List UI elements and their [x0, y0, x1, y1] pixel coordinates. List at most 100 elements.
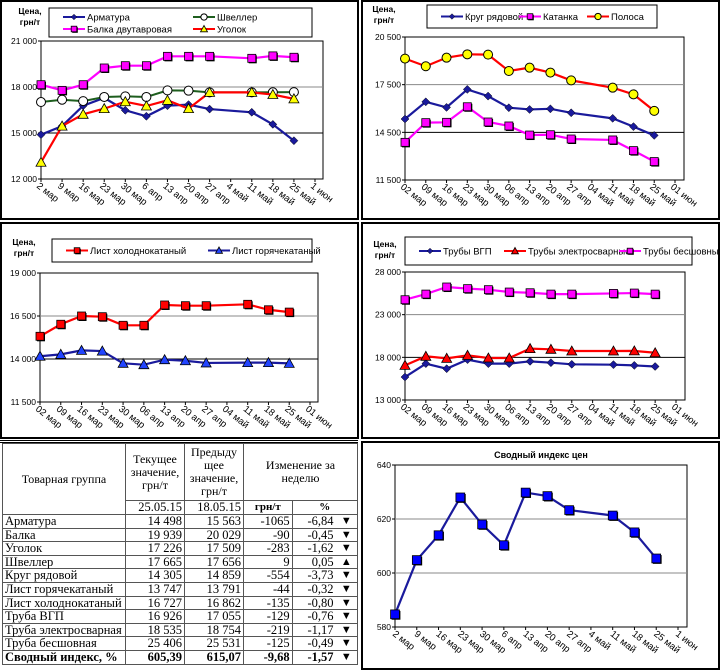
data-point	[504, 287, 514, 297]
data-point	[609, 289, 618, 298]
legend: Круг рядовой Катанка Полоса	[426, 4, 658, 29]
plot-area	[39, 272, 319, 403]
y-tick-label: 17 500	[375, 80, 401, 90]
y-tick-label: 620	[377, 514, 391, 524]
data-point	[203, 86, 216, 97]
legend-box	[404, 236, 693, 266]
panel-round-wire-strip	[361, 0, 720, 220]
data-point	[567, 289, 577, 299]
y-tick-label: 11 500	[376, 175, 402, 185]
data-point	[289, 136, 299, 146]
data-point	[442, 282, 452, 292]
data-point	[268, 51, 278, 61]
data-point	[77, 311, 86, 321]
data-point	[441, 52, 452, 63]
data-point	[626, 247, 634, 255]
data-point	[462, 49, 473, 60]
cell-change-pct: 0,05	[291, 554, 336, 570]
cell-previous: 20 029	[184, 527, 244, 543]
cell-change-pct: -1,17	[291, 622, 336, 638]
cell-group: Уголок	[2, 541, 126, 556]
data-point	[36, 97, 46, 108]
data-point	[163, 51, 172, 61]
data-point	[525, 130, 535, 140]
plot-area	[40, 40, 324, 180]
x-tick-label: 2 мар	[34, 181, 60, 205]
cell-group: Балка	[2, 527, 126, 543]
y-tick-label: 600	[377, 568, 391, 578]
legend-label: Уголок	[217, 25, 247, 36]
data-point	[421, 97, 431, 107]
y-tick-label: 580	[377, 622, 391, 632]
y-tick-label: 14 000	[10, 354, 36, 364]
cell-current: 17 665	[125, 554, 185, 570]
data-point	[57, 94, 68, 105]
legend-label: Катанка	[543, 12, 579, 23]
data-point	[289, 52, 299, 62]
trend-arrow-icon: ▲	[335, 554, 358, 570]
y-tick-label: 15 000	[11, 128, 37, 138]
trend-arrow-icon: ▼	[335, 581, 358, 597]
header-previous: Предыду щее значение, грн/т	[184, 443, 244, 501]
cell-change-abs: -219	[243, 622, 293, 638]
legend-label: Балка двутавровая	[87, 25, 172, 36]
cell-change-abs: -135	[243, 595, 293, 611]
data-point	[140, 100, 153, 111]
cell-change-pct: -0,45	[291, 527, 336, 543]
data-point	[441, 352, 453, 363]
data-point	[98, 102, 110, 114]
data-point	[524, 62, 535, 73]
trend-arrow-icon: ▼	[335, 541, 358, 556]
data-point	[78, 80, 88, 90]
header-group: Товарная группа	[2, 443, 126, 515]
data-point	[649, 105, 660, 116]
data-point	[566, 108, 576, 118]
data-point	[34, 350, 46, 361]
data-point	[461, 349, 474, 360]
cell-change-pct: -0,76	[291, 609, 336, 624]
data-point	[564, 505, 574, 515]
y-axis-label: Цена,	[12, 237, 35, 247]
data-point	[524, 342, 536, 354]
cell-previous: 16 862	[184, 595, 244, 611]
header-current-date: 25.05.15	[125, 500, 185, 515]
cell-group: Лист холоднокатаный	[2, 595, 126, 611]
legend-label: Трубы ВГП	[443, 247, 492, 258]
data-point	[499, 540, 509, 550]
data-point	[442, 103, 451, 112]
cell-change-abs: -125	[243, 636, 293, 651]
legend-label: Арматура	[87, 13, 131, 24]
data-point	[262, 356, 275, 367]
cell-current: 16 727	[125, 595, 185, 611]
y-axis-label: грн/т	[20, 17, 40, 27]
data-point	[607, 510, 618, 521]
panel-pipes	[361, 222, 720, 439]
data-point	[36, 130, 46, 140]
cell-current: 14 498	[125, 514, 185, 529]
data-point	[650, 289, 660, 299]
data-point	[482, 352, 495, 363]
data-point	[117, 357, 129, 368]
y-axis-label: Цена,	[372, 4, 395, 14]
trend-arrow-icon: ▼	[335, 527, 358, 543]
series-1	[399, 342, 661, 370]
data-point	[73, 247, 81, 254]
series-line	[404, 347, 656, 367]
y-tick-label: 19 000	[10, 268, 36, 278]
data-point	[161, 94, 174, 105]
cell-current: 13 747	[125, 581, 185, 597]
series-1	[34, 344, 295, 370]
legend-box	[51, 238, 313, 263]
legend: Арматура Швеллер Балка двутавровая Уголок	[48, 7, 313, 38]
data-point	[421, 289, 431, 299]
table-row: Арматура 14 498 15 563 -1065 -6,84 ▼	[2, 514, 358, 529]
cell-change-abs: -129	[243, 609, 293, 624]
cell-change-abs: -9,68	[243, 649, 293, 665]
data-point	[284, 307, 294, 317]
data-point	[120, 105, 130, 115]
data-point	[503, 66, 514, 77]
y-tick-label: 18 000	[375, 352, 401, 362]
data-point	[78, 96, 89, 107]
